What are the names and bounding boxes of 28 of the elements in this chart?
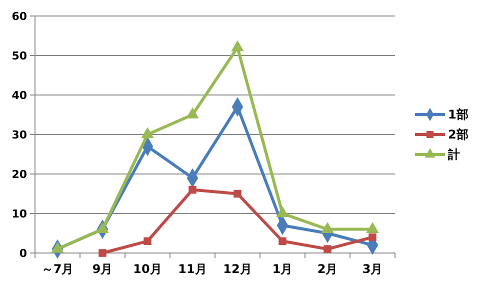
point <box>231 40 244 52</box>
legend-label: 1部 <box>448 108 468 122</box>
point <box>144 237 152 246</box>
y-tick-label: 0 <box>19 246 28 260</box>
point <box>98 249 106 257</box>
y-tick-label: 10 <box>12 207 28 220</box>
x-tick-label: 11月 <box>178 262 207 276</box>
x-tick-label: 3月 <box>362 262 383 276</box>
y-tick-label: 30 <box>12 128 28 142</box>
x-tick-label: 10月 <box>133 262 162 276</box>
x-tick-label: 9月 <box>92 262 113 276</box>
point <box>234 190 242 198</box>
point <box>186 107 199 118</box>
point <box>141 127 154 138</box>
x-tick-label: 12月 <box>223 262 252 276</box>
point <box>368 233 376 242</box>
y-tick-label: 50 <box>12 49 28 62</box>
y-tick-label: 20 <box>12 168 28 181</box>
point <box>278 237 286 246</box>
legend-label: 計 <box>447 148 460 162</box>
x-tick-label: 1月 <box>272 262 293 276</box>
x-tick-label: 2月 <box>317 262 338 276</box>
y-tick-label: 40 <box>12 88 28 102</box>
legend-label: 2部 <box>448 128 468 142</box>
y-tick-label: 60 <box>12 10 28 23</box>
point <box>324 245 332 253</box>
x-tick-label: ～7月 <box>41 262 74 276</box>
point <box>188 186 196 194</box>
